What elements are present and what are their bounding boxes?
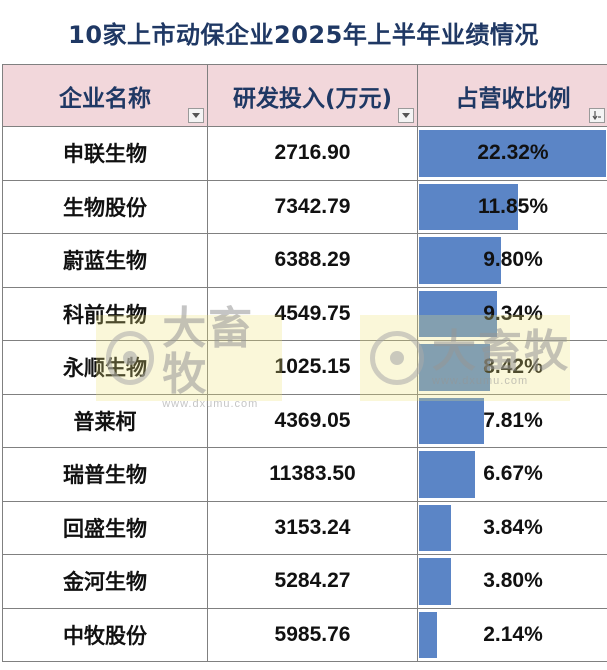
revenue-ratio-cell[interactable]: 8.42% <box>417 340 607 395</box>
table-title: 10家上市动保企业2025年上半年业绩情况 <box>68 20 539 49</box>
revenue-ratio-label: 2.14% <box>483 622 543 646</box>
rd-investment-cell[interactable]: 1025.15 <box>207 340 418 395</box>
data-bar <box>419 397 484 444</box>
data-table: 企业名称 研发投入(万元) 占营收比例 申联生物 2716.90 22.32% 生物股… <box>2 64 607 662</box>
company-name-cell[interactable]: 科前生物 <box>2 286 208 341</box>
header-ratio[interactable]: 占营收比例 <box>417 64 607 127</box>
revenue-ratio-label: 9.34% <box>483 301 543 325</box>
data-bar <box>419 237 501 284</box>
company-name-cell[interactable]: 回盛生物 <box>2 500 208 555</box>
revenue-ratio-label: 7.81% <box>483 408 543 432</box>
company-name-cell[interactable]: 瑞普生物 <box>2 447 208 502</box>
revenue-ratio-cell[interactable]: 11.85% <box>417 179 607 234</box>
table-row: 回盛生物 3153.24 3.84% <box>2 500 607 555</box>
rd-investment-cell[interactable]: 2716.90 <box>207 126 418 181</box>
rd-investment-cell[interactable]: 4549.75 <box>207 286 418 341</box>
header-company-label: 企业名称 <box>59 85 151 112</box>
company-name-cell[interactable]: 永顺生物 <box>2 340 208 395</box>
revenue-ratio-cell[interactable]: 3.84% <box>417 500 607 555</box>
data-bar <box>419 611 437 658</box>
data-bar <box>419 504 451 551</box>
revenue-ratio-label: 3.80% <box>483 569 543 593</box>
data-bar <box>419 344 490 391</box>
company-name-cell[interactable]: 中牧股份 <box>2 607 208 662</box>
table-row: 普莱柯 4369.05 7.81% <box>2 393 607 448</box>
sort-descending-icon[interactable] <box>589 108 605 123</box>
company-name-cell[interactable]: 普莱柯 <box>2 393 208 448</box>
revenue-ratio-cell[interactable]: 2.14% <box>417 607 607 662</box>
rd-investment-cell[interactable]: 11383.50 <box>207 447 418 502</box>
filter-dropdown-icon[interactable] <box>188 108 204 123</box>
data-bar <box>419 130 606 177</box>
revenue-ratio-cell[interactable]: 9.34% <box>417 286 607 341</box>
rd-investment-cell[interactable]: 3153.24 <box>207 500 418 555</box>
revenue-ratio-cell[interactable]: 3.80% <box>417 554 607 609</box>
header-company[interactable]: 企业名称 <box>2 64 208 127</box>
rd-investment-cell[interactable]: 5284.27 <box>207 554 418 609</box>
revenue-ratio-cell[interactable]: 22.32% <box>417 126 607 181</box>
revenue-ratio-label: 6.67% <box>483 462 543 486</box>
revenue-ratio-label: 22.32% <box>477 141 549 165</box>
data-bar <box>419 183 518 230</box>
rd-investment-cell[interactable]: 7342.79 <box>207 179 418 234</box>
table-row: 金河生物 5284.27 3.80% <box>2 554 607 609</box>
header-ratio-label: 占营收比例 <box>455 85 571 112</box>
revenue-ratio-cell[interactable]: 6.67% <box>417 447 607 502</box>
company-name-cell[interactable]: 蔚蓝生物 <box>2 233 208 288</box>
company-name-cell[interactable]: 生物股份 <box>2 179 208 234</box>
table-row: 生物股份 7342.79 11.85% <box>2 179 607 234</box>
revenue-ratio-label: 3.84% <box>483 515 543 539</box>
filter-dropdown-icon[interactable] <box>398 108 414 123</box>
company-name-cell[interactable]: 金河生物 <box>2 554 208 609</box>
header-rd-label: 研发投入(万元) <box>232 85 393 112</box>
table-row: 科前生物 4549.75 9.34% <box>2 286 607 341</box>
data-bar <box>419 558 451 605</box>
data-bar <box>419 451 475 498</box>
table-row: 蔚蓝生物 6388.29 9.80% <box>2 233 607 288</box>
table-row: 永顺生物 1025.15 8.42% <box>2 340 607 395</box>
company-name-cell[interactable]: 申联生物 <box>2 126 208 181</box>
data-bar <box>419 290 497 337</box>
header-rd[interactable]: 研发投入(万元) <box>207 64 418 127</box>
table-row: 中牧股份 5985.76 2.14% <box>2 607 607 662</box>
revenue-ratio-label: 8.42% <box>483 355 543 379</box>
rd-investment-cell[interactable]: 6388.29 <box>207 233 418 288</box>
table-row: 瑞普生物 11383.50 6.67% <box>2 447 607 502</box>
table-row: 申联生物 2716.90 22.32% <box>2 126 607 181</box>
header-row: 企业名称 研发投入(万元) 占营收比例 <box>2 64 607 127</box>
revenue-ratio-label: 9.80% <box>483 248 543 272</box>
revenue-ratio-cell[interactable]: 9.80% <box>417 233 607 288</box>
revenue-ratio-label: 11.85% <box>477 194 549 218</box>
rd-investment-cell[interactable]: 5985.76 <box>207 607 418 662</box>
rd-investment-cell[interactable]: 4369.05 <box>207 393 418 448</box>
revenue-ratio-cell[interactable]: 7.81% <box>417 393 607 448</box>
